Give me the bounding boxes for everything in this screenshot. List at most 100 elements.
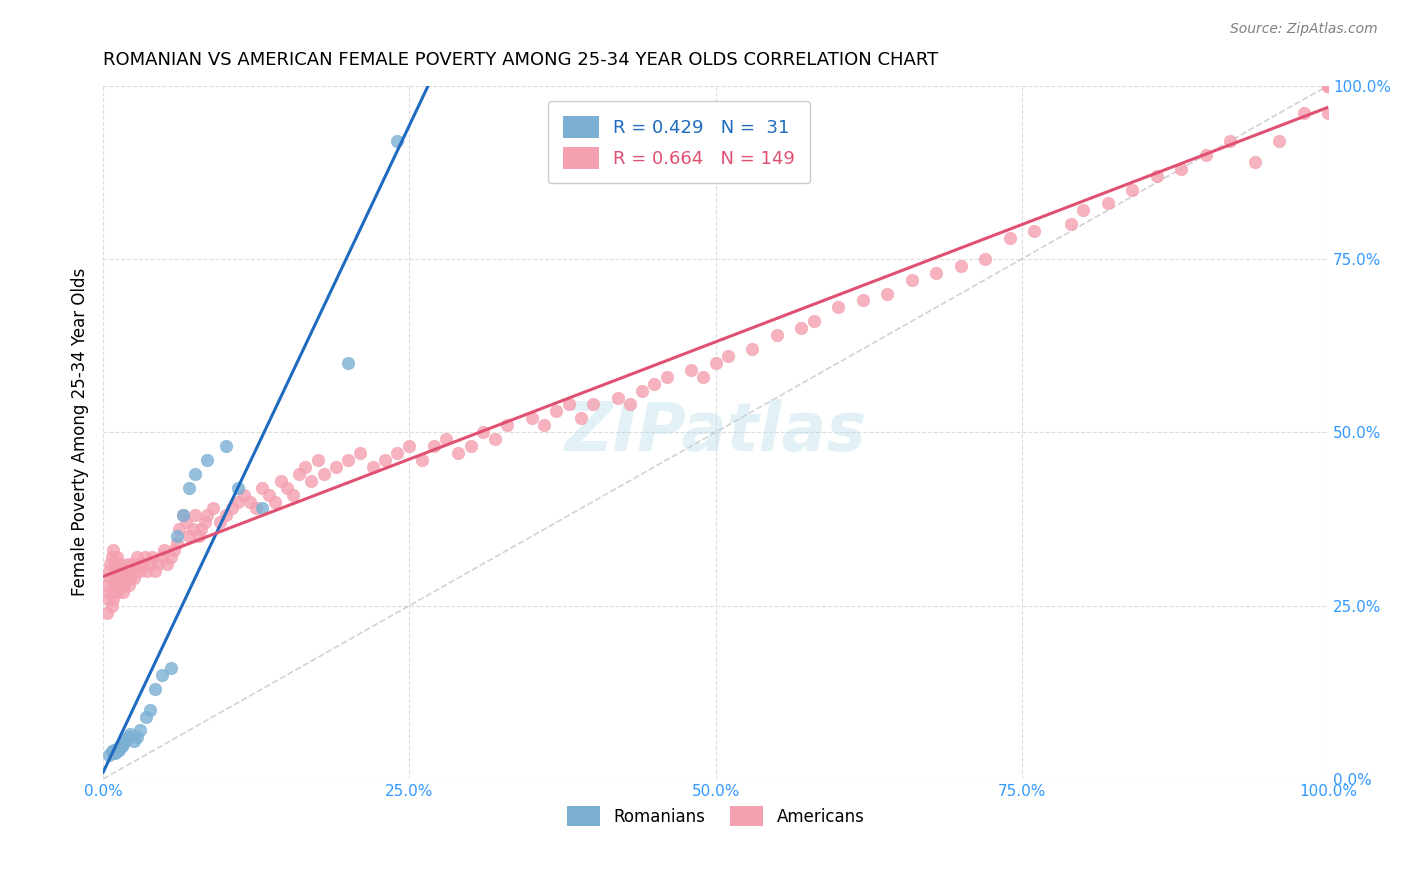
Point	[1317, 78, 1340, 93]
Point	[125, 557, 148, 571]
Point	[117, 731, 139, 745]
Y-axis label: Female Poverty Among 25-34 Year Olds: Female Poverty Among 25-34 Year Olds	[72, 268, 89, 597]
Point	[569, 411, 592, 425]
Point	[1170, 161, 1192, 176]
Point	[288, 467, 311, 481]
Point	[127, 731, 149, 745]
Point	[1317, 78, 1340, 93]
Point	[138, 702, 160, 716]
Point	[1317, 78, 1340, 93]
Point	[1060, 217, 1083, 231]
Point	[252, 501, 274, 516]
Point	[138, 557, 160, 571]
Point	[156, 557, 179, 571]
Point	[167, 522, 190, 536]
Point	[128, 564, 150, 578]
Point	[925, 266, 948, 280]
Legend: Romanians, Americans: Romanians, Americans	[560, 799, 872, 833]
Point	[121, 557, 143, 571]
Point	[681, 363, 703, 377]
Point	[202, 501, 225, 516]
Point	[105, 549, 128, 564]
Point	[704, 356, 727, 370]
Point	[337, 356, 360, 370]
Point	[337, 453, 360, 467]
Point	[631, 384, 654, 398]
Point	[143, 681, 166, 696]
Point	[385, 134, 408, 148]
Point	[276, 481, 298, 495]
Point	[181, 522, 204, 536]
Point	[270, 474, 292, 488]
Point	[172, 508, 194, 523]
Point	[124, 564, 146, 578]
Point	[1194, 148, 1216, 162]
Point	[104, 746, 127, 760]
Point	[136, 564, 159, 578]
Point	[135, 709, 157, 723]
Point	[1024, 224, 1046, 238]
Point	[1317, 78, 1340, 93]
Point	[103, 584, 125, 599]
Point	[655, 369, 678, 384]
Point	[1097, 196, 1119, 211]
Point	[533, 418, 555, 433]
Point	[100, 744, 122, 758]
Point	[434, 432, 457, 446]
Point	[717, 349, 740, 363]
Point	[299, 474, 322, 488]
Point	[1317, 106, 1340, 120]
Point	[1219, 134, 1241, 148]
Point	[1317, 78, 1340, 93]
Point	[1292, 106, 1315, 120]
Point	[214, 508, 236, 523]
Point	[120, 727, 142, 741]
Point	[114, 571, 136, 585]
Point	[118, 578, 141, 592]
Point	[114, 733, 136, 747]
Point	[190, 522, 212, 536]
Point	[239, 494, 262, 508]
Point	[104, 557, 127, 571]
Point	[643, 376, 665, 391]
Point	[349, 446, 371, 460]
Text: ZIPatlas: ZIPatlas	[565, 400, 866, 466]
Point	[110, 564, 132, 578]
Point	[120, 564, 142, 578]
Point	[159, 549, 181, 564]
Point	[852, 293, 875, 308]
Point	[900, 273, 922, 287]
Point	[1317, 78, 1340, 93]
Text: Source: ZipAtlas.com: Source: ZipAtlas.com	[1230, 22, 1378, 37]
Point	[385, 446, 408, 460]
Point	[122, 733, 145, 747]
Point	[1243, 154, 1265, 169]
Point	[110, 739, 132, 753]
Point	[115, 564, 138, 578]
Point	[98, 584, 121, 599]
Point	[496, 418, 519, 433]
Point	[177, 481, 200, 495]
Point	[1121, 182, 1143, 196]
Point	[471, 425, 494, 440]
Point	[134, 549, 156, 564]
Point	[187, 529, 209, 543]
Point	[582, 397, 605, 411]
Point	[103, 578, 125, 592]
Point	[245, 501, 267, 516]
Point	[1317, 78, 1340, 93]
Point	[101, 746, 124, 760]
Point	[411, 453, 433, 467]
Point	[100, 571, 122, 585]
Point	[790, 321, 813, 335]
Point	[128, 723, 150, 738]
Point	[325, 459, 347, 474]
Point	[1146, 169, 1168, 183]
Point	[105, 564, 128, 578]
Point	[131, 557, 153, 571]
Point	[111, 584, 134, 599]
Point	[546, 404, 568, 418]
Point	[143, 564, 166, 578]
Point	[233, 488, 256, 502]
Point	[100, 557, 122, 571]
